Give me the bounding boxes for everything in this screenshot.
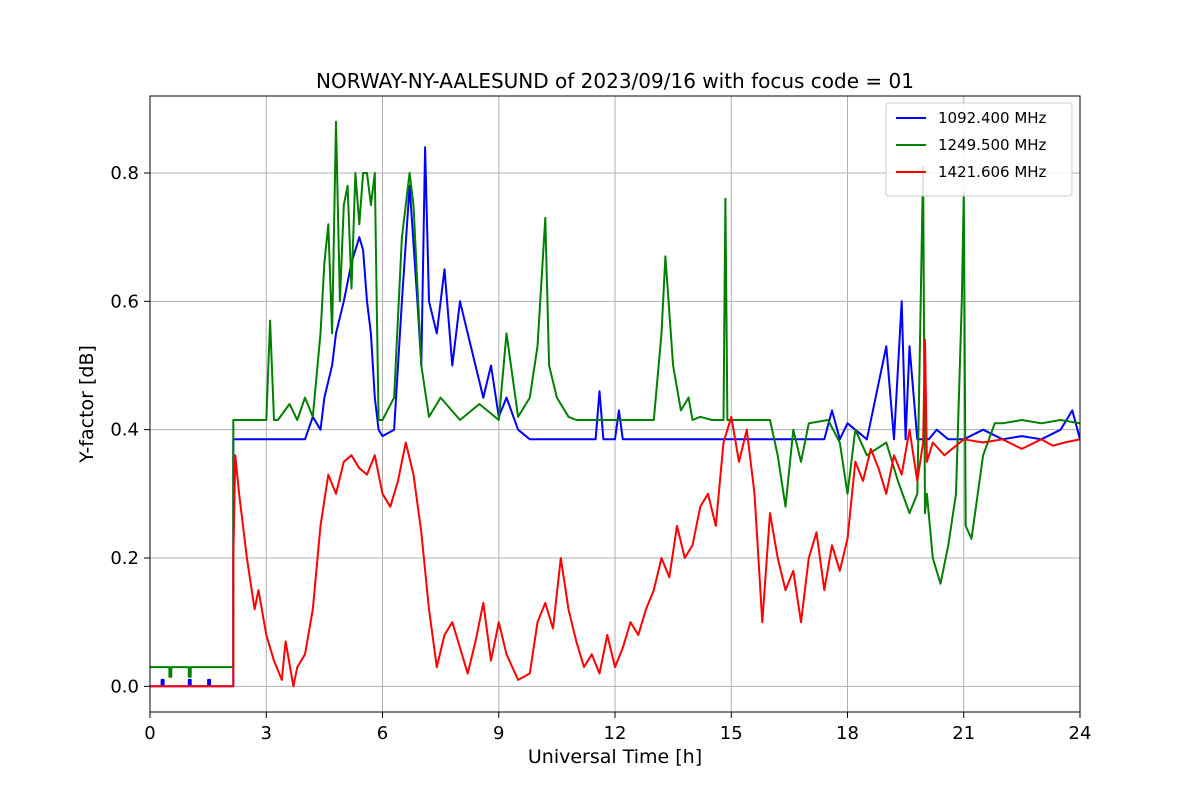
x-axis: 0 3 6 9 12 15 18 21 24 xyxy=(144,712,1091,744)
x-tick-label: 15 xyxy=(720,723,743,744)
y-tick-label: 0.4 xyxy=(110,420,139,441)
x-tick-label: 21 xyxy=(952,723,975,744)
legend-box xyxy=(885,102,1073,197)
x-tick-label: 9 xyxy=(493,723,504,744)
plot-area xyxy=(150,120,1080,688)
y-axis: 0.0 0.2 0.4 0.6 0.8 xyxy=(110,163,150,697)
series-line-2 xyxy=(150,120,1080,678)
x-tick-label: 18 xyxy=(836,723,859,744)
series-group xyxy=(150,120,1080,688)
y-tick-label: 0.8 xyxy=(110,163,139,184)
y-tick-label: 0.6 xyxy=(110,291,139,312)
y-axis-label: Y-factor [dB] xyxy=(76,345,98,464)
y-tick-label: 0.2 xyxy=(110,548,139,569)
x-tick-label: 0 xyxy=(144,723,155,744)
legend-label: 1249.500 MHz xyxy=(938,136,1047,154)
chart-title: NORWAY-NY-AALESUND of 2023/09/16 with fo… xyxy=(316,69,914,93)
legend-label: 1092.400 MHz xyxy=(938,109,1047,127)
x-tick-label: 12 xyxy=(604,723,627,744)
x-tick-label: 24 xyxy=(1069,723,1092,744)
y-tick-label: 0.0 xyxy=(110,676,139,697)
x-tick-label: 6 xyxy=(377,723,388,744)
series-line-3 xyxy=(150,338,1080,688)
x-tick-label: 3 xyxy=(261,723,272,744)
x-axis-label: Universal Time [h] xyxy=(528,746,702,768)
legend: 1092.400 MHz 1249.500 MHz 1421.606 MHz xyxy=(885,102,1073,197)
legend-label: 1421.606 MHz xyxy=(938,163,1047,181)
